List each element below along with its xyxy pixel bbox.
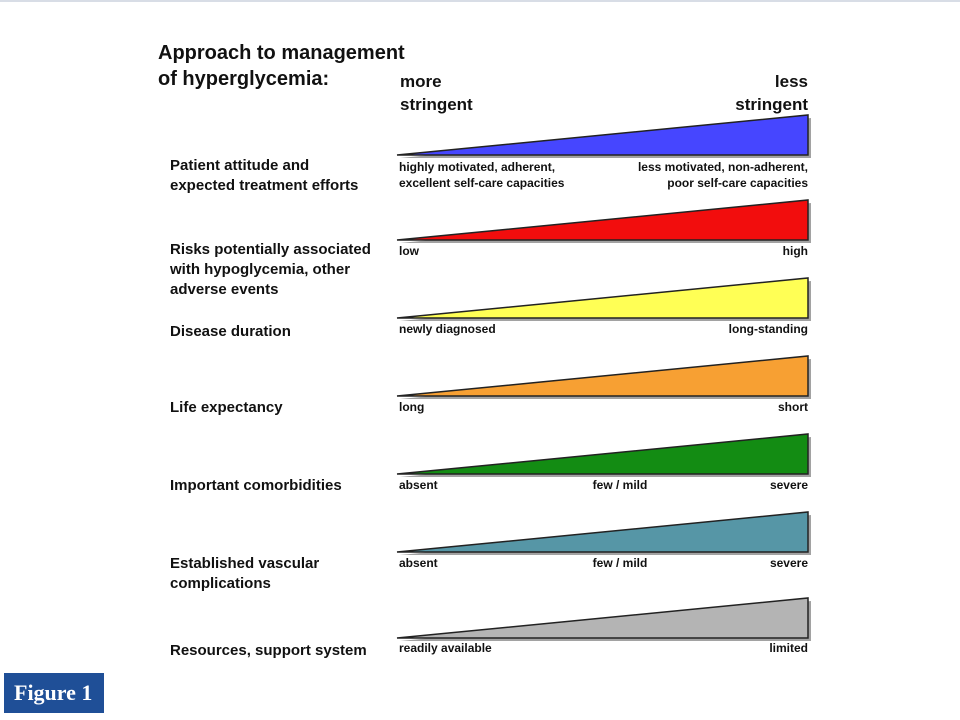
top-rule <box>0 0 960 2</box>
less-stringent-endpoint-text: less motivated, non-adherent, poor self-c… <box>600 159 808 191</box>
stringent-endpoint-text: long <box>399 399 424 415</box>
factor-label-line: with hypoglycemia, other <box>170 261 351 278</box>
less-stringent-endpoint-text: high <box>600 243 808 259</box>
factor-label-line: Life expectancy <box>170 399 283 416</box>
factor-label-line: Resources, support system <box>170 642 367 659</box>
less-stringent-line-2: stringent <box>735 95 808 114</box>
factor-label: Resources, support system <box>170 641 385 661</box>
endpoint-line: high <box>782 244 808 258</box>
wedge-triangle <box>396 511 809 553</box>
factor-label-line: adverse events <box>170 281 279 298</box>
endpoint-line: poor self-care capacities <box>667 176 808 190</box>
less-stringent-endpoint-text: severe <box>600 555 808 571</box>
stringent-endpoint-text: newly diagnosed <box>399 321 496 337</box>
middle-endpoint-text: few / mild <box>592 556 648 570</box>
endpoint-line: less motivated, non-adherent, <box>637 160 808 174</box>
less-stringent-endpoint-text: short <box>600 399 808 415</box>
less-stringent-endpoint-text: limited <box>600 640 808 656</box>
figure-label: Figure 1 <box>4 673 104 713</box>
factor-label-line: expected treatment efforts <box>170 177 359 194</box>
factor-label: Established vascular complications <box>170 554 385 594</box>
wedge-triangle <box>396 114 809 156</box>
endpoint-line: limited <box>769 641 808 655</box>
wedge-triangle <box>396 355 809 397</box>
wedge-triangle <box>396 597 809 639</box>
stringent-endpoint-text: low <box>399 243 419 259</box>
endpoint-line: readily available <box>399 641 492 655</box>
factor-label-line: Disease duration <box>170 323 291 340</box>
endpoint-line: newly diagnosed <box>399 322 496 336</box>
more-stringent-header: more stringent <box>400 70 473 116</box>
factor-label-line: complications <box>170 575 271 592</box>
less-stringent-header: less stringent <box>700 70 808 116</box>
less-stringent-endpoint-text: long-standing <box>600 321 808 337</box>
endpoint-line: absent <box>399 478 438 492</box>
diagram-title: Approach to management of hyperglycemia: <box>158 40 405 92</box>
more-stringent-line-2: stringent <box>400 95 473 114</box>
factor-label: Patient attitude and expected treatment e… <box>170 156 385 196</box>
factor-label-line: Risks potentially associated <box>170 241 371 258</box>
endpoint-line: highly motivated, adherent, <box>399 160 556 174</box>
factor-label-line: Established vascular <box>170 555 320 572</box>
factor-label-line: Patient attitude and <box>170 157 310 174</box>
wedge-triangle <box>396 199 809 241</box>
middle-endpoint-text: few / mild <box>592 478 648 492</box>
more-stringent-line-1: more <box>400 72 442 91</box>
endpoint-line: excellent self-care capacities <box>399 176 565 190</box>
wedge-triangle <box>396 277 809 319</box>
endpoint-line: severe <box>769 478 808 492</box>
wedge-triangle <box>396 433 809 475</box>
title-line-2: of hyperglycemia: <box>158 68 330 90</box>
less-stringent-line-1: less <box>774 72 808 91</box>
endpoint-line: low <box>399 244 419 258</box>
title-line-1: Approach to management <box>158 42 405 64</box>
stringent-endpoint-text: absent <box>399 477 438 493</box>
less-stringent-endpoint-text: severe <box>600 477 808 493</box>
endpoint-line: absent <box>399 556 438 570</box>
endpoint-line: long-standing <box>728 322 808 336</box>
endpoint-line: long <box>399 400 425 414</box>
factor-label: Life expectancy <box>170 398 385 418</box>
factor-label-line: Important comorbidities <box>170 477 342 494</box>
stringent-endpoint-text: readily available <box>399 640 492 656</box>
stringent-endpoint-text: absent <box>399 555 438 571</box>
factor-label: Disease duration <box>170 322 385 342</box>
endpoint-line: short <box>778 400 808 414</box>
endpoint-line: severe <box>769 556 808 570</box>
factor-label: Important comorbidities <box>170 476 385 496</box>
factor-label: Risks potentially associated with hypogly… <box>170 240 385 300</box>
stringent-endpoint-text: highly motivated, adherent, excellent sel… <box>399 159 564 191</box>
